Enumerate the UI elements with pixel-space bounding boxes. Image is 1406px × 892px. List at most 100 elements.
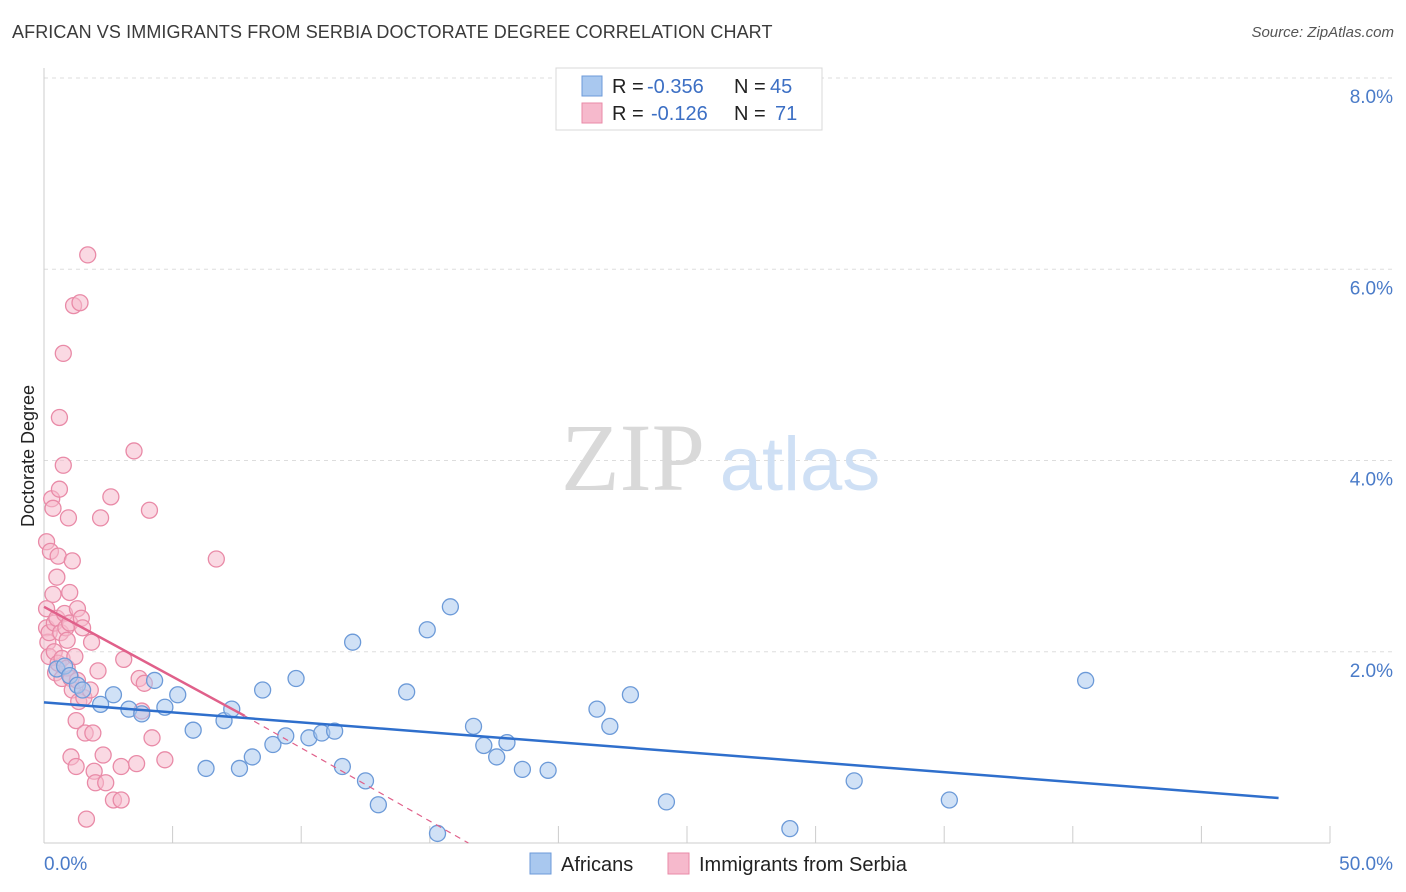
legend-n-value-2: 71: [775, 103, 797, 125]
bottom-legend-serbia: Immigrants from Serbia: [699, 854, 908, 876]
x-tick-label-min: 0.0%: [44, 854, 87, 875]
africans-point-40: [601, 717, 619, 735]
africans-point-25: [333, 757, 352, 776]
y-tick-label-0: 2.0%: [1350, 661, 1393, 682]
africans-point-44: [845, 772, 863, 790]
africans-point-43: [781, 820, 799, 838]
chart-title: AFRICAN VS IMMIGRANTS FROM SERBIA DOCTOR…: [12, 22, 773, 42]
africans-trend-line: [43, 701, 1279, 800]
africans-point-27: [356, 772, 375, 790]
africans-point-26: [343, 633, 362, 651]
bottom-legend-swatch-africans: [529, 852, 552, 875]
series-legend: Africans Immigrants from Serbia: [529, 852, 908, 876]
africans-point-9: [145, 671, 164, 690]
africans-point-30: [418, 621, 436, 639]
africans-point-12: [184, 721, 202, 739]
africans-point-20: [277, 727, 295, 745]
serbia-point-61: [112, 757, 130, 776]
africans-series: [48, 598, 1095, 843]
africans-point-45: [940, 791, 958, 809]
watermark-atlas: atlas: [720, 422, 881, 507]
africans-point-19: [264, 735, 282, 754]
serbia-point-29: [61, 583, 79, 602]
africans-point-21: [287, 669, 305, 688]
serbia-point-60: [112, 791, 130, 809]
serbia-point-33: [63, 552, 81, 570]
legend-n-label-2: N =: [734, 103, 766, 125]
serbia-point-70: [156, 751, 174, 769]
serbia-point-42: [71, 294, 89, 312]
africans-point-18: [253, 681, 272, 699]
serbia-point-58: [102, 488, 120, 506]
legend-r-label-1: R =: [612, 76, 644, 98]
serbia-point-56: [94, 746, 112, 764]
africans-point-29: [398, 683, 416, 701]
serbia-point-47: [77, 810, 96, 828]
legend-r-label-2: R =: [612, 103, 644, 125]
africans-point-38: [539, 761, 557, 779]
africans-point-17: [243, 748, 261, 766]
africans-point-6: [104, 686, 123, 704]
africans-point-39: [588, 700, 606, 718]
africans-point-28: [369, 796, 388, 814]
africans-point-33: [464, 717, 483, 735]
y-tick-label-1: 4.0%: [1350, 470, 1393, 491]
serbia-point-71: [207, 550, 225, 568]
africans-point-37: [513, 760, 532, 779]
serbia-point-63: [125, 442, 143, 460]
serbia-point-28: [59, 509, 78, 527]
africans-point-4: [73, 681, 92, 699]
serbia-point-64: [127, 754, 146, 773]
africans-point-24: [325, 722, 344, 740]
grid-lines: [44, 77, 1393, 653]
serbia-point-27: [58, 631, 76, 649]
y-axis-label: Doctorate Degree: [18, 385, 38, 527]
serbia-point-18: [50, 480, 69, 498]
serbia-point-68: [140, 501, 159, 519]
africans-point-42: [657, 793, 676, 811]
serbia-point-37: [67, 711, 85, 730]
legend-r-value-1: -0.356: [647, 76, 704, 98]
serbia-point-17: [50, 408, 69, 427]
x-tick-label-max: 50.0%: [1339, 854, 1393, 875]
legend-n-value-1: 45: [770, 76, 792, 98]
serbia-point-13: [48, 568, 66, 586]
serbia-point-50: [82, 633, 101, 651]
serbia-trend-line: [43, 605, 246, 717]
legend-r-value-2: -0.126: [651, 103, 708, 125]
serbia-point-22: [54, 456, 72, 474]
legend-swatch-serbia: [581, 102, 603, 124]
x-axis-ticks: [43, 826, 1331, 843]
serbia-point-48: [79, 246, 97, 264]
africans-point-8: [133, 705, 151, 723]
africans-point-35: [488, 748, 506, 766]
serbia-trend-extension: [244, 715, 469, 844]
chart-source: Source: ZipAtlas.com: [1251, 24, 1394, 41]
africans-point-13: [197, 759, 215, 778]
serbia-point-57: [97, 774, 115, 792]
africans-point-16: [230, 759, 249, 778]
africans-point-31: [428, 824, 447, 843]
legend-swatch-africans: [581, 75, 603, 97]
bottom-legend-swatch-serbia: [667, 852, 690, 875]
africans-point-32: [441, 598, 460, 616]
serbia-point-55: [91, 509, 110, 527]
correlation-legend: R = -0.356 N = 45 R = -0.126 N = 71: [555, 67, 823, 131]
serbia-series: [37, 246, 225, 828]
watermark-zip: ZIP: [561, 404, 705, 511]
serbia-point-23: [54, 344, 72, 363]
africans-point-41: [621, 686, 640, 704]
legend-n-label-1: N =: [734, 76, 766, 98]
bottom-legend-africans: Africans: [561, 854, 633, 876]
africans-point-34: [475, 736, 493, 755]
trend-lines: [43, 605, 1279, 844]
serbia-point-54: [89, 662, 107, 680]
y-tick-label-2: 6.0%: [1350, 278, 1393, 299]
africans-point-11: [169, 686, 187, 704]
serbia-point-8: [44, 499, 62, 517]
serbia-point-69: [143, 729, 161, 747]
serbia-point-9: [44, 585, 62, 604]
serbia-point-51: [84, 724, 102, 742]
y-tick-label-3: 8.0%: [1350, 87, 1393, 108]
